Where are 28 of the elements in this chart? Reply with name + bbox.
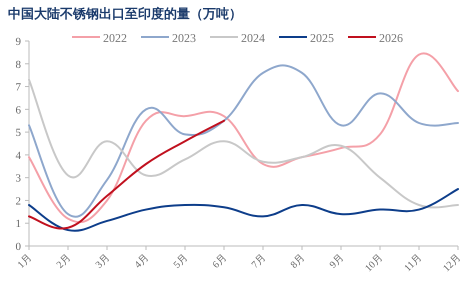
x-tick-label: 3月 [94, 252, 112, 271]
y-tick-label: 3 [16, 172, 22, 185]
x-tick-label: 5月 [172, 252, 190, 271]
y-tick-label: 6 [16, 104, 22, 116]
y-tick-label: 0 [16, 241, 22, 253]
x-tick-label: 2月 [54, 252, 74, 271]
y-tick-label: 4 [16, 150, 22, 162]
x-tick-label: 8月 [288, 252, 308, 271]
x-tick-label: 4月 [132, 252, 152, 271]
y-tick-label: 7 [16, 82, 22, 94]
x-tick-label: 11月 [402, 252, 424, 274]
legend-label: 2023 [172, 31, 196, 45]
legend-label: 2025 [310, 31, 334, 45]
y-tick-label: 1 [16, 218, 21, 230]
legend-label: 2026 [379, 31, 403, 45]
y-tick-label: 2 [16, 195, 21, 208]
legend-label: 2022 [103, 31, 127, 45]
x-tick-label: 7月 [250, 252, 268, 271]
x-tick-label: 12月 [441, 252, 463, 274]
y-tick-label: 8 [16, 58, 22, 71]
x-tick-label: 6月 [210, 252, 230, 271]
chart-title: 中国大陆不锈钢出口至印度的量（万吨） [8, 6, 242, 21]
x-tick-label: 1月 [16, 252, 34, 271]
y-tick-label: 5 [16, 127, 22, 140]
legend-label: 2024 [241, 31, 265, 45]
y-tick-label: 9 [16, 36, 22, 48]
x-tick-label: 9月 [328, 252, 346, 271]
x-tick-label: 10月 [363, 252, 386, 274]
